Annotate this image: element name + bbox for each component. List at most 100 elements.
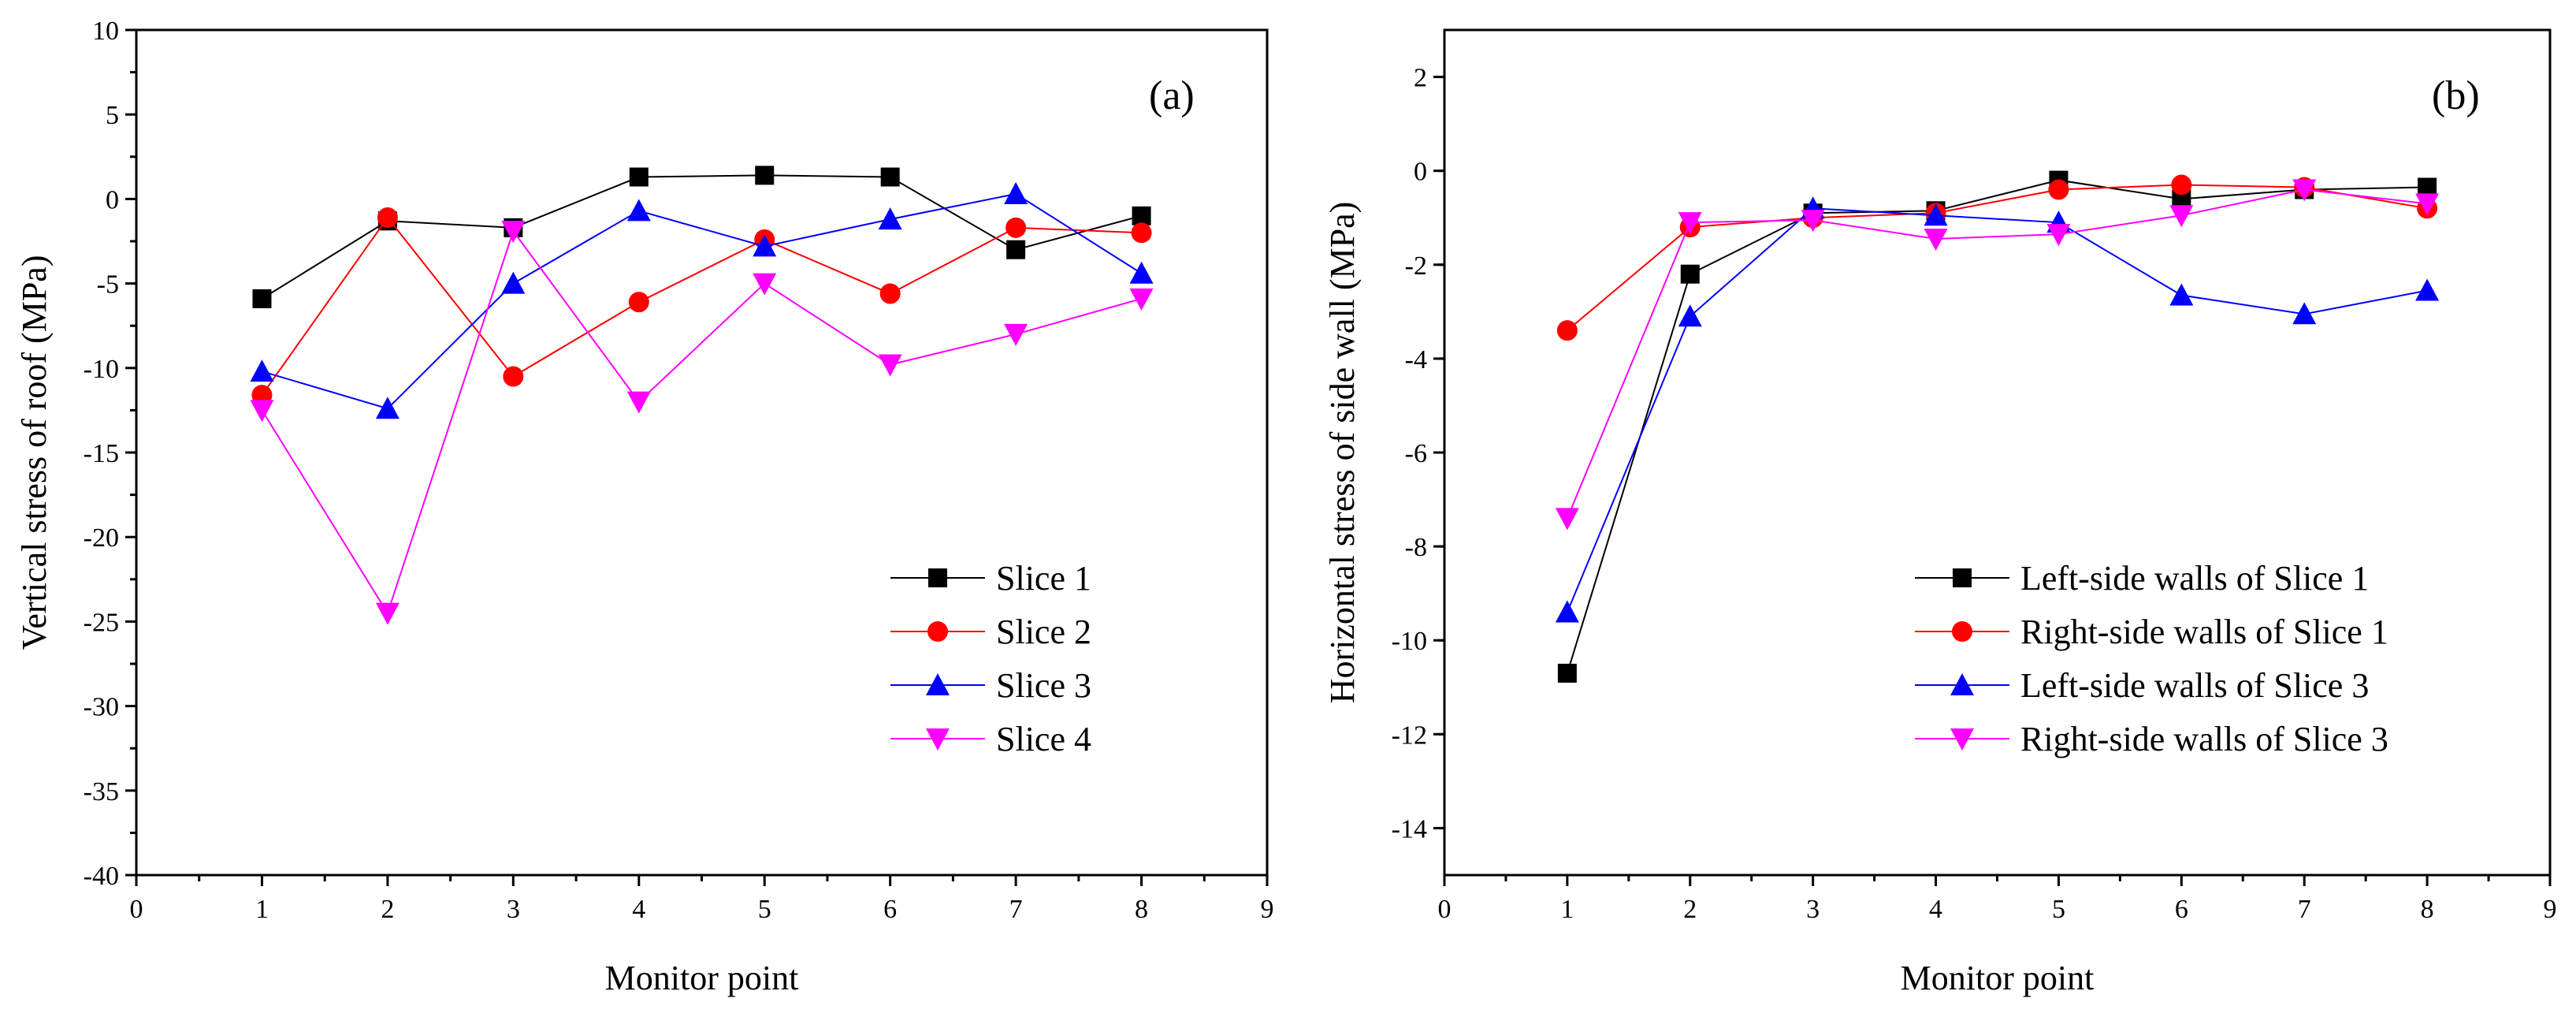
data-point: [755, 166, 775, 185]
y-tick-label: -25: [84, 608, 119, 637]
series-slice-4: [250, 221, 1154, 625]
data-point: [1680, 264, 1700, 284]
data-point: [1678, 212, 1702, 235]
series-line: [261, 229, 1142, 616]
x-tick-label: 3: [1806, 895, 1820, 924]
data-point: [1557, 663, 1577, 683]
data-point: [753, 273, 777, 296]
data-point: [2292, 302, 2317, 325]
data-point: [1555, 600, 1579, 623]
data-point: [250, 359, 274, 382]
x-tick-label: 8: [1135, 895, 1148, 924]
legend-label: Right-side walls of Slice 3: [2020, 720, 2388, 758]
data-point: [2415, 193, 2440, 216]
y-tick-label: -5: [97, 270, 119, 300]
x-axis-label: Monitor point: [1901, 959, 2095, 997]
data-point: [1004, 181, 1028, 204]
data-point: [878, 354, 902, 377]
data-point: [252, 289, 272, 308]
legend-label: Left-side walls of Slice 1: [2020, 559, 2369, 598]
data-point: [501, 271, 526, 294]
data-point: [375, 397, 400, 419]
data-point: [878, 207, 902, 230]
chart-panel-a: 0 1 2 3 4 5 6 7 8 9 -40 -35 -30 -25 -20 -15 -10 -5 0 5 10 Mon…: [15, 17, 1274, 997]
y-tick-label: -8: [1405, 533, 1427, 562]
data-point: [1132, 206, 1151, 225]
series-slice-2: [251, 207, 1152, 406]
x-tick-label: 6: [2175, 895, 2188, 924]
data-point: [1555, 508, 1579, 531]
y-tick-label: -4: [1405, 345, 1427, 374]
plot-frame: [135, 28, 1269, 877]
series-line: [1566, 188, 2428, 519]
legend: Slice 1 Slice 2 Slice 3 Slice 4: [890, 559, 1091, 758]
data-point: [1924, 203, 1948, 226]
legend-marker: [1953, 568, 1972, 587]
legend-label: Slice 2: [996, 613, 1091, 651]
y-tick-label: 5: [106, 101, 119, 130]
data-point: [377, 207, 398, 228]
data-point: [2048, 179, 2069, 200]
y-tick-label: -40: [84, 862, 119, 891]
legend: Left-side walls of Slice 1 Right-side wal…: [1915, 559, 2388, 758]
x-tick-label: 7: [2298, 895, 2311, 924]
legend-marker: [927, 621, 948, 642]
data-point: [2292, 179, 2317, 202]
data-point: [628, 292, 649, 313]
data-point: [626, 199, 651, 222]
legend-label: Slice 3: [996, 666, 1091, 705]
data-point: [626, 391, 651, 414]
x-tick-label: 0: [130, 895, 143, 924]
legend-marker: [1952, 621, 1972, 642]
y-axis-label: Horizontal stress of side wall (MPa): [1323, 202, 1362, 704]
x-tick-label: 6: [883, 895, 897, 924]
y-tick-label: -2: [1405, 251, 1427, 281]
data-point: [1129, 288, 1154, 311]
data-point: [753, 234, 777, 257]
legend-marker: [1950, 673, 1974, 695]
data-point: [1801, 210, 1825, 233]
legend-label: Left-side walls of Slice 3: [2020, 666, 2369, 705]
data-point: [879, 283, 901, 304]
data-point: [629, 167, 649, 187]
series-line: [1566, 207, 2428, 613]
x-tick-label: 1: [1560, 895, 1574, 924]
y-tick-label: -10: [84, 355, 119, 384]
data-point: [2415, 278, 2440, 301]
data-point: [375, 602, 400, 625]
data-point: [1131, 222, 1152, 244]
x-tick-label: 4: [1929, 895, 1942, 924]
legend-marker: [926, 673, 950, 695]
y-axis-label: Vertical stress of roof (MPa): [15, 255, 54, 650]
x-axis-label: Monitor point: [605, 959, 799, 997]
y-tick-label: -14: [1392, 814, 1427, 844]
x-tick-label: 5: [758, 895, 771, 924]
x-tick-label: 3: [507, 895, 520, 924]
data-point: [1004, 323, 1028, 346]
data-point: [503, 366, 524, 387]
y-tick-label: 10: [92, 17, 119, 46]
series-line: [1566, 179, 2428, 674]
series-line: [262, 192, 1143, 410]
x-tick-label: 7: [1009, 895, 1023, 924]
chart-panel-b: 0 1 2 3 4 5 6 7 8 9 -14 -12 -10 -8 -6 -4 -2 0 2 Monitor poi…: [1323, 28, 2557, 997]
series-line: [261, 216, 1142, 396]
data-point: [1556, 320, 1578, 341]
y-tick-label: 0: [1414, 158, 1427, 187]
data-point: [1924, 229, 1948, 251]
series-left-side-walls-of-slice-1: [1557, 170, 2437, 683]
x-tick-label: 4: [632, 895, 645, 924]
series-line: [1567, 184, 2428, 331]
legend-marker: [926, 728, 950, 751]
data-point: [2046, 224, 2071, 247]
legend-marker: [928, 568, 947, 587]
y-tick-label: -10: [1392, 627, 1427, 656]
legend-label: Slice 4: [996, 720, 1091, 758]
x-tick-label: 0: [1438, 895, 1452, 924]
y-tick-label: -12: [1392, 721, 1427, 750]
x-tick-label: 2: [1683, 895, 1697, 924]
legend-label: Right-side walls of Slice 1: [2020, 613, 2388, 651]
series-line: [261, 174, 1142, 300]
y-tick-label: -6: [1405, 439, 1427, 468]
